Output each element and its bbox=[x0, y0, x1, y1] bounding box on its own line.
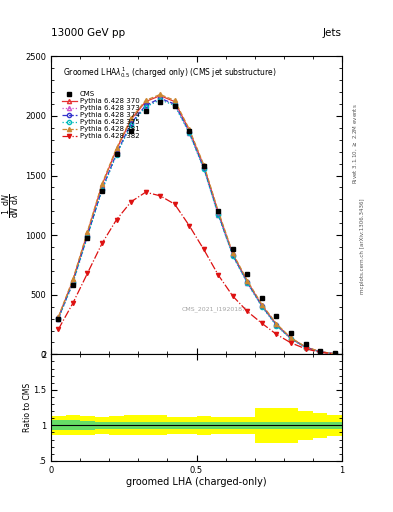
Text: Rivet 3.1.10, $\geq$ 2.2M events: Rivet 3.1.10, $\geq$ 2.2M events bbox=[352, 103, 359, 184]
Legend: CMS, Pythia 6.428 370, Pythia 6.428 373, Pythia 6.428 374, Pythia 6.428 375, Pyt: CMS, Pythia 6.428 370, Pythia 6.428 373,… bbox=[61, 90, 141, 141]
Text: Jets: Jets bbox=[323, 28, 342, 38]
X-axis label: groomed LHA (charged-only): groomed LHA (charged-only) bbox=[126, 477, 267, 487]
Y-axis label: Ratio to CMS: Ratio to CMS bbox=[23, 383, 32, 432]
Text: CMS_2021_I1920187: CMS_2021_I1920187 bbox=[182, 307, 247, 312]
Y-axis label: $\frac{1}{\mathrm{d}N}\frac{\mathrm{d}N}{\mathrm{d}\lambda}$: $\frac{1}{\mathrm{d}N}\frac{\mathrm{d}N}… bbox=[1, 193, 22, 218]
Text: mcplots.cern.ch [arXiv:1306.3436]: mcplots.cern.ch [arXiv:1306.3436] bbox=[360, 198, 365, 293]
Text: Groomed LHA$\lambda^1_{0.5}$ (charged only) (CMS jet substructure): Groomed LHA$\lambda^1_{0.5}$ (charged on… bbox=[63, 65, 277, 80]
Text: 13000 GeV pp: 13000 GeV pp bbox=[51, 28, 125, 38]
